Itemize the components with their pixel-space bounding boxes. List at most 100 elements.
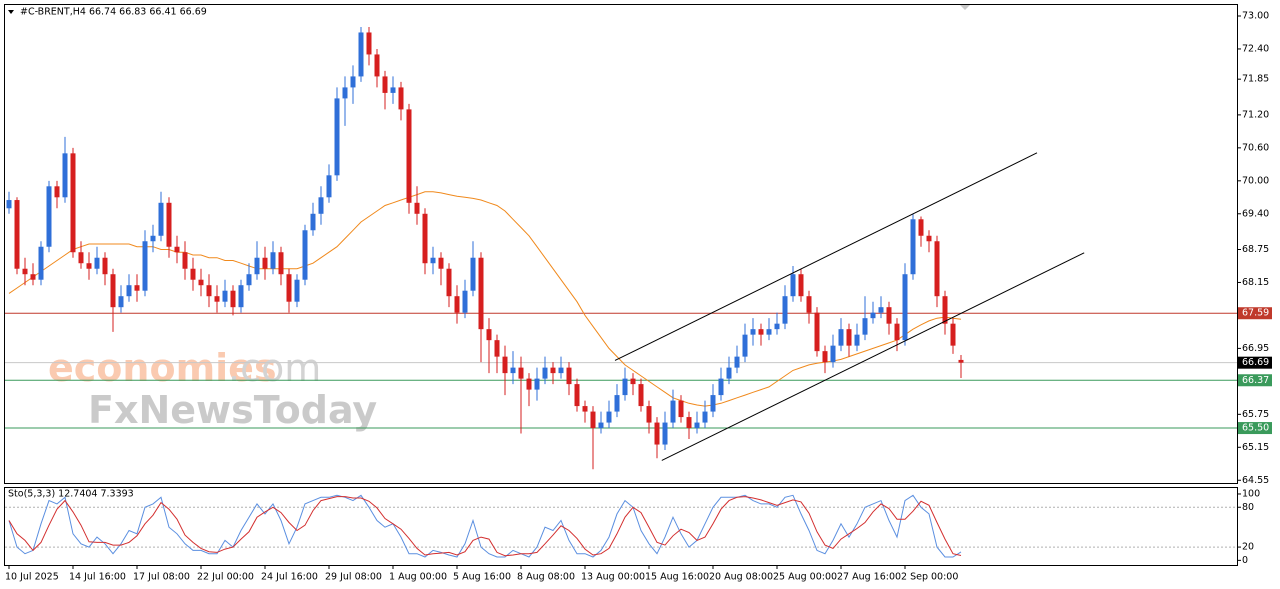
candle-body bbox=[814, 312, 820, 352]
oscillator-frame bbox=[4, 487, 1238, 566]
candle-body bbox=[198, 279, 204, 286]
x-tick-label: 25 Aug 00:00 bbox=[773, 572, 837, 583]
candle-body bbox=[606, 411, 612, 423]
y-tick-label: 68.75 bbox=[1242, 244, 1269, 255]
candle-body bbox=[630, 378, 636, 385]
candle-body bbox=[894, 323, 900, 341]
candle-body bbox=[302, 230, 308, 280]
candle-body bbox=[926, 235, 932, 242]
candle-body bbox=[262, 257, 268, 269]
candle-body bbox=[958, 359, 964, 363]
candle-body bbox=[694, 422, 700, 429]
candle-body bbox=[46, 186, 52, 247]
y-tick-label: 66.95 bbox=[1242, 343, 1269, 354]
candle-body bbox=[366, 32, 372, 55]
price-label: 65.50 bbox=[1242, 423, 1269, 434]
candle-body bbox=[830, 345, 836, 363]
x-tick-label: 22 Jul 00:00 bbox=[197, 572, 254, 583]
candle-body bbox=[574, 384, 580, 407]
y-tick-label: 70.00 bbox=[1242, 175, 1269, 186]
candle-body bbox=[310, 213, 316, 231]
x-tick-label: 8 Aug 08:00 bbox=[517, 572, 575, 583]
y-tick-label: 72.40 bbox=[1242, 43, 1269, 54]
candle-body bbox=[86, 263, 92, 269]
watermark: economies .com FxNewsToday bbox=[48, 346, 377, 432]
x-tick-label: 29 Jul 08:00 bbox=[325, 572, 382, 583]
osc-line bbox=[8, 496, 962, 557]
price-label: 66.69 bbox=[1242, 357, 1269, 368]
y-tick-label: 71.85 bbox=[1242, 74, 1269, 85]
candle-body bbox=[62, 153, 68, 198]
candle-body bbox=[854, 334, 860, 346]
main-frame bbox=[4, 4, 1238, 484]
candle-body bbox=[846, 329, 852, 346]
candle-body bbox=[566, 367, 572, 385]
candle-body bbox=[550, 367, 556, 374]
candle-body bbox=[758, 329, 764, 335]
candle-body bbox=[294, 279, 300, 302]
y-tick-label: 68.15 bbox=[1242, 277, 1269, 288]
candle-body bbox=[542, 367, 548, 379]
candle-body bbox=[158, 202, 164, 236]
candle-body bbox=[110, 274, 116, 308]
candle-body bbox=[254, 257, 260, 275]
candle-body bbox=[206, 285, 212, 297]
candle-body bbox=[118, 296, 124, 308]
candle-body bbox=[438, 257, 444, 269]
candle-body bbox=[166, 202, 172, 247]
candle-body bbox=[558, 367, 564, 374]
candle-body bbox=[54, 186, 60, 198]
price-label: 67.59 bbox=[1242, 308, 1269, 319]
y-tick-label: 70.60 bbox=[1242, 142, 1269, 153]
candle-body bbox=[702, 411, 708, 423]
oscillator-label: Sto(5,3,3) 12.7404 7.3393 bbox=[8, 489, 134, 500]
candle-body bbox=[390, 87, 396, 93]
price-label-box bbox=[1238, 307, 1272, 320]
candle-body bbox=[430, 257, 436, 264]
candle-body bbox=[462, 290, 468, 313]
x-tick-label: 5 Aug 16:00 bbox=[453, 572, 511, 583]
candle-body bbox=[518, 367, 524, 379]
candle-body bbox=[750, 329, 756, 335]
candle-body bbox=[78, 252, 84, 264]
candle-body bbox=[766, 329, 772, 335]
candle-body bbox=[190, 268, 196, 280]
watermark-domain: .com bbox=[228, 346, 321, 390]
dropdown-icon bbox=[8, 10, 14, 14]
candle-body bbox=[150, 235, 156, 242]
price-label-box bbox=[1238, 356, 1272, 369]
price-label-box bbox=[1238, 422, 1272, 435]
candle-body bbox=[70, 153, 76, 253]
candle-body bbox=[534, 378, 540, 390]
watermark-source: FxNewsToday bbox=[88, 388, 377, 432]
candle-body bbox=[126, 285, 132, 297]
candle-body bbox=[886, 307, 892, 324]
candle-body bbox=[790, 274, 796, 297]
candle-body bbox=[238, 285, 244, 308]
candle-body bbox=[406, 109, 412, 203]
candle-body bbox=[38, 246, 44, 280]
shift-marker bbox=[960, 5, 970, 10]
candle-body bbox=[798, 274, 804, 297]
candle-body bbox=[278, 252, 284, 275]
candle-body bbox=[102, 257, 108, 275]
candle-body bbox=[662, 422, 668, 445]
candle-body bbox=[454, 296, 460, 313]
candle-body bbox=[446, 268, 452, 297]
candle-body bbox=[422, 213, 428, 264]
price-label-box bbox=[1238, 374, 1272, 387]
candle-body bbox=[782, 296, 788, 324]
candle-body bbox=[582, 406, 588, 412]
x-tick-label: 20 Aug 08:00 bbox=[709, 572, 773, 583]
candle-body bbox=[326, 175, 332, 198]
candle-body bbox=[822, 351, 828, 363]
y-tick-label: 64.55 bbox=[1242, 475, 1269, 486]
y-tick-label: 73.00 bbox=[1242, 10, 1269, 21]
price-label: 66.37 bbox=[1242, 375, 1269, 386]
candle-body bbox=[22, 268, 28, 275]
candle-body bbox=[334, 98, 340, 176]
candle-body bbox=[902, 274, 908, 341]
x-tick-label: 15 Aug 16:00 bbox=[645, 572, 709, 583]
moving-average bbox=[8, 191, 962, 407]
